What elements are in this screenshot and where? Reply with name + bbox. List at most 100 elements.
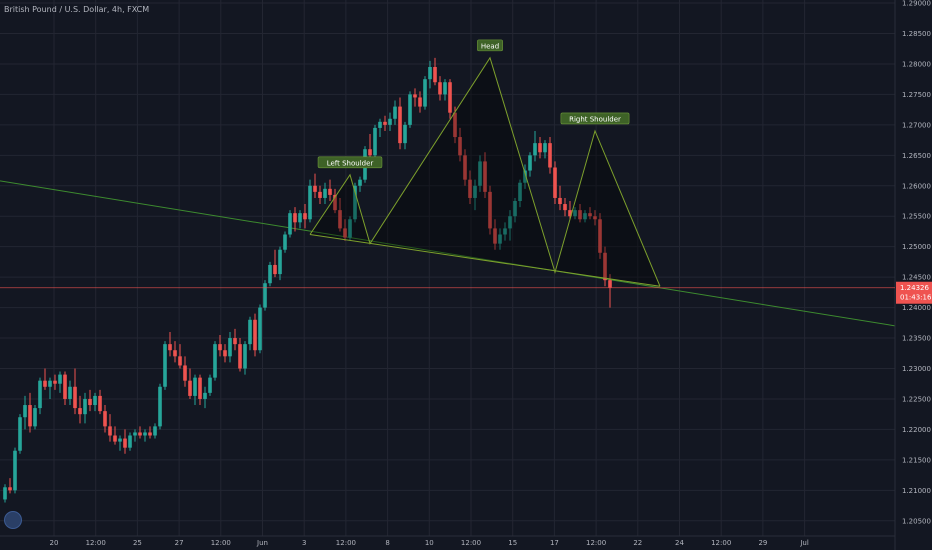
candle bbox=[113, 435, 117, 442]
pattern-outline bbox=[309, 56, 661, 287]
time-tick-label: 3 bbox=[302, 539, 306, 547]
current-price-label: 1.24326 bbox=[900, 284, 929, 292]
candle bbox=[243, 344, 247, 369]
candle bbox=[158, 386, 162, 427]
time-tick-label: 25 bbox=[133, 539, 142, 547]
label-text: Head bbox=[481, 42, 499, 50]
candle bbox=[148, 432, 152, 436]
candle bbox=[463, 155, 467, 180]
candles bbox=[3, 57, 612, 503]
candle bbox=[328, 188, 332, 195]
candle bbox=[548, 143, 552, 168]
price-tick-label: 1.22500 bbox=[902, 395, 931, 403]
candle bbox=[368, 149, 372, 156]
candle bbox=[223, 350, 227, 357]
candle bbox=[53, 380, 57, 384]
candle bbox=[318, 191, 322, 198]
price-tick-label: 1.24000 bbox=[902, 304, 931, 312]
current-price-badge bbox=[896, 281, 932, 304]
candle bbox=[283, 234, 287, 250]
price-tick-label: 1.27500 bbox=[902, 91, 931, 99]
candle bbox=[263, 283, 267, 308]
candle bbox=[393, 106, 397, 119]
tradingview-logo-icon[interactable] bbox=[4, 511, 22, 529]
candle bbox=[108, 426, 112, 436]
candle bbox=[543, 143, 547, 153]
candle bbox=[333, 194, 337, 211]
candle bbox=[313, 185, 317, 192]
candle bbox=[303, 213, 307, 220]
head-and-shoulders-pattern: Left Shoulder Head Right Shoulder bbox=[309, 39, 661, 287]
time-tick-label: 20 bbox=[50, 539, 59, 547]
price-tick-label: 1.26500 bbox=[902, 152, 931, 160]
candle bbox=[78, 408, 82, 415]
time-tick-label: 17 bbox=[550, 539, 559, 547]
time-tick-label: 29 bbox=[758, 539, 767, 547]
time-tick-label: 12:00 bbox=[461, 539, 481, 547]
candle bbox=[458, 137, 462, 156]
candle bbox=[493, 228, 497, 244]
candle bbox=[178, 356, 182, 366]
candle bbox=[563, 204, 567, 211]
time-tick-label: 27 bbox=[175, 539, 184, 547]
candle bbox=[438, 82, 442, 95]
candle bbox=[323, 188, 327, 198]
candle bbox=[168, 344, 172, 351]
candle bbox=[163, 344, 167, 387]
candle bbox=[93, 395, 97, 406]
candle bbox=[288, 213, 292, 235]
candle bbox=[508, 216, 512, 229]
candle bbox=[373, 127, 377, 156]
candle bbox=[398, 106, 402, 144]
label-box bbox=[477, 39, 503, 52]
candle bbox=[343, 228, 347, 238]
label-right-shoulder: Right Shoulder bbox=[560, 112, 630, 125]
grid bbox=[0, 0, 895, 536]
label-text: Right Shoulder bbox=[569, 115, 621, 123]
candle bbox=[448, 82, 452, 113]
candle bbox=[378, 121, 382, 128]
candle bbox=[413, 94, 417, 98]
candle bbox=[118, 438, 122, 442]
candle bbox=[13, 450, 17, 491]
candle bbox=[83, 398, 87, 415]
candle bbox=[358, 179, 362, 186]
candle bbox=[43, 380, 47, 387]
candle bbox=[468, 179, 472, 198]
candle bbox=[453, 112, 457, 138]
candle bbox=[418, 97, 422, 107]
candle bbox=[248, 319, 252, 345]
candle bbox=[203, 392, 207, 399]
candle bbox=[153, 426, 157, 436]
candle bbox=[183, 365, 187, 381]
candle bbox=[88, 398, 92, 406]
candle bbox=[598, 219, 602, 253]
candle bbox=[18, 417, 22, 451]
candle bbox=[218, 344, 222, 351]
candle bbox=[488, 191, 492, 229]
time-tick-label: 12:00 bbox=[86, 539, 106, 547]
candle bbox=[38, 380, 42, 409]
time-tick-label: 12:00 bbox=[711, 539, 731, 547]
time-tick-label: 8 bbox=[385, 539, 389, 547]
candle bbox=[268, 264, 272, 284]
candle bbox=[528, 155, 532, 171]
price-tick-label: 1.23500 bbox=[902, 335, 931, 343]
candle bbox=[538, 143, 542, 153]
time-axis: 20 12:00 25 27 12:00 Jun 3 12:00 8 10 12:00 15 17 12:… bbox=[50, 539, 809, 547]
price-tick-label: 1.24500 bbox=[902, 274, 931, 282]
candle bbox=[208, 377, 212, 393]
candle bbox=[353, 185, 357, 220]
neckline bbox=[309, 234, 661, 287]
price-tick-label: 1.25000 bbox=[902, 243, 931, 251]
candle bbox=[308, 185, 312, 220]
candle bbox=[553, 167, 557, 198]
candle bbox=[128, 435, 132, 448]
candle bbox=[138, 432, 142, 436]
candle bbox=[253, 319, 257, 351]
candle bbox=[28, 405, 32, 427]
time-tick-label: Jun bbox=[256, 539, 268, 547]
candle bbox=[3, 487, 7, 500]
